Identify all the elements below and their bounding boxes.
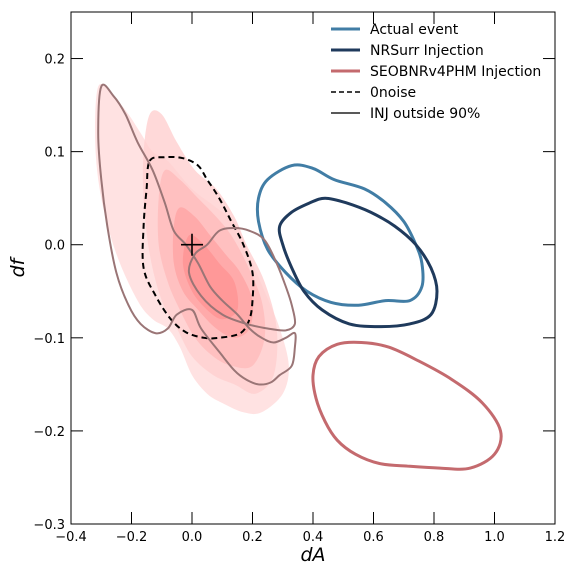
y-tick-label: −0.1 <box>33 332 65 347</box>
contour-0noise <box>141 155 255 340</box>
contour-actual-event <box>255 163 425 307</box>
contour-nrsurr-injection <box>277 196 439 329</box>
x-tick-label: 0.2 <box>242 530 263 545</box>
contour-inj-outside-90-2 <box>187 226 297 332</box>
legend-label: NRSurr Injection <box>370 43 484 59</box>
contour-seobnrv4phm-injection <box>311 340 503 471</box>
contour-lines <box>97 83 503 471</box>
legend-label: 0noise <box>370 85 416 101</box>
legend-label: Actual event <box>370 22 459 38</box>
y-tick-label: 0.2 <box>44 53 65 68</box>
legend-label: INJ outside 90% <box>370 106 480 122</box>
filled-region-level-5 <box>182 234 239 320</box>
legend-label: SEOBNRv4PHM Injection <box>370 64 541 80</box>
y-tick-label: 0.0 <box>44 239 65 254</box>
x-tick-label: 0.0 <box>182 530 203 545</box>
y-tick-label: 0.1 <box>44 146 65 161</box>
x-tick-label: 1.0 <box>484 530 505 545</box>
y-axis-ticks: −0.3 −0.2 −0.1 0.0 0.1 0.2 <box>33 53 555 533</box>
x-tick-label: −0.4 <box>55 530 87 545</box>
x-axis-ticks: −0.4 −0.2 0.0 0.2 0.4 0.6 0.8 1.0 1.2 <box>55 12 565 545</box>
contour-inj-outside-90 <box>97 83 297 386</box>
x-tick-label: 0.4 <box>303 530 324 545</box>
x-tick-label: 0.6 <box>363 530 384 545</box>
y-axis-label: df <box>7 255 29 277</box>
x-tick-label: 0.8 <box>424 530 445 545</box>
injection-marker <box>181 233 203 256</box>
x-tick-label: −0.2 <box>116 530 148 545</box>
legend: Actual event NRSurr Injection SEOBNRv4PHM … <box>331 22 541 122</box>
y-tick-label: −0.2 <box>33 425 65 440</box>
y-tick-label: −0.3 <box>33 518 65 533</box>
x-tick-label: 1.2 <box>545 530 566 545</box>
x-axis-label: dA <box>300 544 325 566</box>
